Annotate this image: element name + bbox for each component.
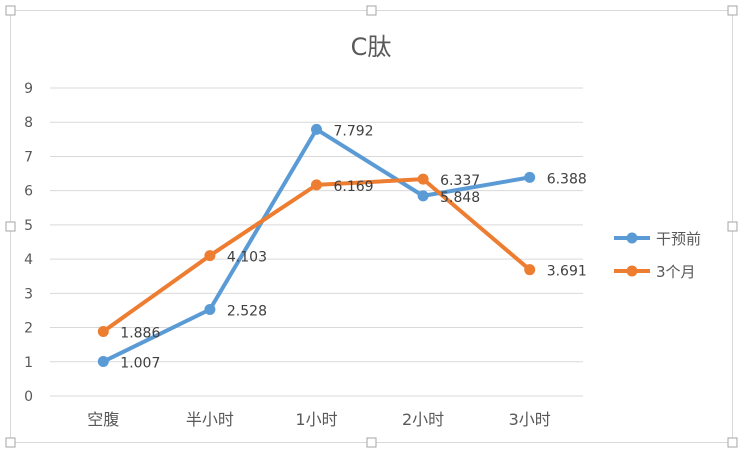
data-point xyxy=(311,179,322,191)
y-tick-label: 0 xyxy=(24,389,33,405)
data-label: 7.792 xyxy=(334,123,374,139)
legend: 干预前 3个月 xyxy=(614,230,701,281)
y-tick-label: 4 xyxy=(24,252,33,268)
data-label: 1.007 xyxy=(120,356,160,372)
x-tick-label: 3小时 xyxy=(509,410,551,429)
x-tick-label: 空腹 xyxy=(87,410,119,429)
data-point xyxy=(524,171,536,183)
chart-border[interactable] xyxy=(10,10,733,443)
data-point xyxy=(204,303,216,315)
resize-handle-bottom-left[interactable] xyxy=(5,437,16,448)
legend-label-0: 干预前 xyxy=(656,230,701,248)
x-tick-label: 半小时 xyxy=(186,410,234,429)
data-label: 6.337 xyxy=(440,173,480,189)
y-tick-label: 5 xyxy=(24,218,33,234)
y-axis: 0 1 2 3 4 5 6 7 8 9 xyxy=(24,81,33,405)
y-tick-label: 6 xyxy=(24,184,33,200)
data-label: 3.691 xyxy=(547,264,587,280)
data-label: 6.169 xyxy=(334,179,374,195)
y-tick-label: 3 xyxy=(24,286,33,302)
data-point xyxy=(311,123,322,135)
resize-handle-top-left[interactable] xyxy=(5,5,16,16)
y-tick-label: 9 xyxy=(24,81,33,97)
y-tick-label: 1 xyxy=(24,355,33,371)
y-tick-label: 8 xyxy=(24,115,33,131)
data-point xyxy=(97,325,109,337)
series-layer: 1.007 2.528 7.792 5.848 6.388 1.886 4.103 6.169… xyxy=(97,123,587,372)
data-point xyxy=(417,190,429,202)
x-tick-label: 2小时 xyxy=(402,410,444,429)
gridlines xyxy=(50,87,583,397)
data-label: 5.848 xyxy=(440,190,480,206)
y-tick-label: 7 xyxy=(24,149,33,165)
data-point xyxy=(97,356,109,368)
chart-title: C肽 xyxy=(351,33,392,61)
resize-handle-top-right[interactable] xyxy=(727,5,738,16)
resize-handle-top[interactable] xyxy=(366,5,377,16)
resize-handle-left[interactable] xyxy=(5,221,16,232)
data-label: 2.528 xyxy=(227,303,267,319)
y-tick-label: 2 xyxy=(24,321,33,337)
x-tick-label: 1小时 xyxy=(295,410,337,429)
x-axis: 空腹 半小时 1小时 2小时 3小时 xyxy=(87,410,551,429)
data-label: 4.103 xyxy=(227,250,267,266)
data-label: 6.388 xyxy=(547,171,587,187)
legend-marker-0 xyxy=(626,232,638,244)
data-point xyxy=(524,264,536,276)
legend-label-1: 3个月 xyxy=(656,263,696,281)
data-point xyxy=(204,250,216,262)
resize-handles[interactable] xyxy=(5,5,738,448)
resize-handle-right[interactable] xyxy=(727,221,738,232)
data-point xyxy=(417,173,429,185)
legend-marker-1 xyxy=(626,265,638,277)
resize-handle-bottom-right[interactable] xyxy=(727,437,738,448)
resize-handle-bottom[interactable] xyxy=(366,437,377,448)
data-label: 1.886 xyxy=(120,325,160,341)
